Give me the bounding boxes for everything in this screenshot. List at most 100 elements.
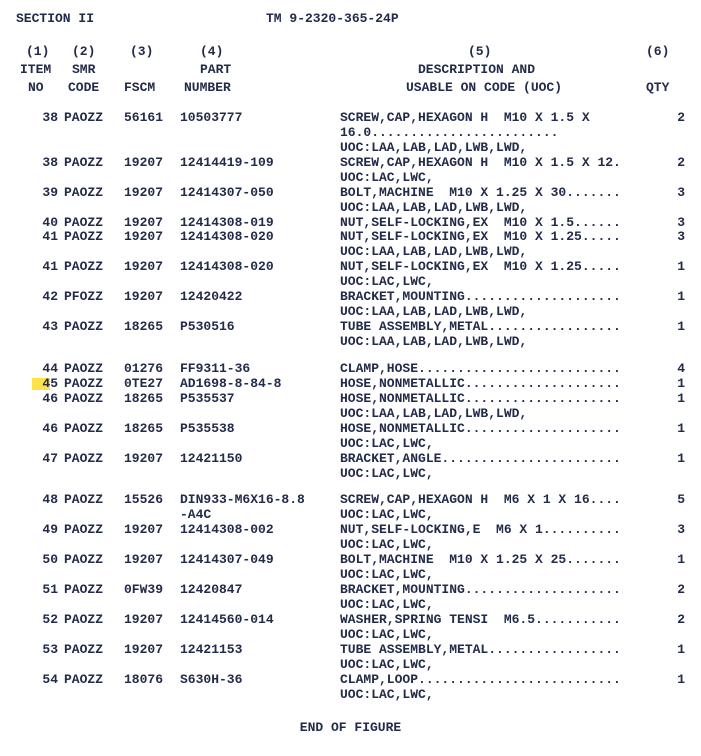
cell-smr: PAOZZ bbox=[64, 422, 124, 437]
col-num-2: (2) bbox=[72, 45, 95, 60]
cell-item: 38 bbox=[16, 111, 64, 126]
end-of-figure: END OF FIGURE bbox=[16, 721, 685, 736]
table-row: 46PAOZZ18265P535538HOSE,NONMETALLIC.....… bbox=[16, 422, 685, 437]
cell-part: 12414307-050 bbox=[180, 186, 340, 201]
table-row: 38PAOZZ5616110503777SCREW,CAP,HEXAGON H … bbox=[16, 111, 685, 126]
cell-desc: 16.0........................ bbox=[340, 126, 657, 141]
col-desc2: USABLE ON CODE (UOC) bbox=[406, 81, 562, 96]
cell-desc: UOC:LAC,LWC, bbox=[340, 437, 657, 452]
cell-part: 12421153 bbox=[180, 643, 340, 658]
tm-number: TM 9-2320-365-24P bbox=[226, 12, 685, 27]
highlight bbox=[32, 378, 50, 390]
cell-item: 40 bbox=[16, 216, 64, 231]
cell-qty: 2 bbox=[657, 613, 685, 628]
column-header: (1) (2) (3) (4) (5) (6) ITEM NO SMR CODE… bbox=[16, 45, 685, 99]
table-row: UOC:LAC,LWC, bbox=[16, 275, 685, 290]
cell-fscm: 19207 bbox=[124, 230, 180, 245]
col-qty: QTY bbox=[646, 81, 669, 96]
cell-desc: TUBE ASSEMBLY,METAL................. bbox=[340, 643, 657, 658]
table-row: 44PAOZZ01276FF9311-36CLAMP,HOSE.........… bbox=[16, 362, 685, 377]
cell-desc: HOSE,NONMETALLIC.................... bbox=[340, 422, 657, 437]
cell-qty: 1 bbox=[657, 290, 685, 305]
cell-part: DIN933-M6X16-8.8 bbox=[180, 493, 340, 508]
table-row: UOC:LAC,LWC, bbox=[16, 437, 685, 452]
table-row: 51PAOZZ0FW3912420847BRACKET,MOUNTING....… bbox=[16, 583, 685, 598]
col-code: CODE bbox=[68, 81, 99, 96]
cell-smr: PAOZZ bbox=[64, 216, 124, 231]
cell-qty: 1 bbox=[657, 392, 685, 407]
col-num-6: (6) bbox=[646, 45, 669, 60]
cell-desc: UOC:LAC,LWC, bbox=[340, 275, 657, 290]
table-row: 53PAOZZ1920712421153TUBE ASSEMBLY,METAL.… bbox=[16, 643, 685, 658]
cell-desc: SCREW,CAP,HEXAGON H M6 X 1 X 16.... bbox=[340, 493, 657, 508]
cell-desc: NUT,SELF-LOCKING,EX M10 X 1.25..... bbox=[340, 230, 657, 245]
cell-item: 39 bbox=[16, 186, 64, 201]
cell-item: 42 bbox=[16, 290, 64, 305]
cell-fscm: 18076 bbox=[124, 673, 180, 688]
cell-item: 47 bbox=[16, 452, 64, 467]
col-desc1: DESCRIPTION AND bbox=[418, 63, 535, 78]
cell-part: P530516 bbox=[180, 320, 340, 335]
col-fscm: FSCM bbox=[124, 81, 155, 96]
cell-fscm: 19207 bbox=[124, 613, 180, 628]
cell-fscm: 19207 bbox=[124, 452, 180, 467]
cell-fscm: 19207 bbox=[124, 260, 180, 275]
cell-qty: 2 bbox=[657, 583, 685, 598]
cell-qty: 1 bbox=[657, 377, 685, 392]
cell-desc: BOLT,MACHINE M10 X 1.25 X 30....... bbox=[340, 186, 657, 201]
cell-fscm: 19207 bbox=[124, 643, 180, 658]
cell-desc: UOC:LAC,LWC, bbox=[340, 508, 657, 523]
table-row: 47PAOZZ1920712421150BRACKET,ANGLE.......… bbox=[16, 452, 685, 467]
cell-part: 12421150 bbox=[180, 452, 340, 467]
cell-desc: TUBE ASSEMBLY,METAL................. bbox=[340, 320, 657, 335]
cell-desc: BRACKET,ANGLE....................... bbox=[340, 452, 657, 467]
cell-part: -A4C bbox=[180, 508, 340, 523]
table-row: UOC:LAC,LWC, bbox=[16, 538, 685, 553]
cell-part: P535537 bbox=[180, 392, 340, 407]
cell-desc: HOSE,NONMETALLIC.................... bbox=[340, 392, 657, 407]
table-row: 41PAOZZ1920712414308-020NUT,SELF-LOCKING… bbox=[16, 230, 685, 245]
cell-desc: UOC:LAC,LWC, bbox=[340, 467, 657, 482]
cell-qty: 3 bbox=[657, 216, 685, 231]
cell-fscm: 19207 bbox=[124, 553, 180, 568]
col-number: NUMBER bbox=[184, 81, 231, 96]
table-row: UOC:LAC,LWC, bbox=[16, 467, 685, 482]
cell-desc: WASHER,SPRING TENSI M6.5........... bbox=[340, 613, 657, 628]
cell-desc: UOC:LAC,LWC, bbox=[340, 628, 657, 643]
cell-qty: 2 bbox=[657, 156, 685, 171]
cell-item: 50 bbox=[16, 553, 64, 568]
cell-desc: UOC:LAC,LWC, bbox=[340, 658, 657, 673]
cell-part: 12414307-049 bbox=[180, 553, 340, 568]
table-row: 49PAOZZ1920712414308-002NUT,SELF-LOCKING… bbox=[16, 523, 685, 538]
table-row: UOC:LAC,LWC, bbox=[16, 598, 685, 613]
table-row: UOC:LAA,LAB,LAD,LWB,LWD, bbox=[16, 245, 685, 260]
table-row: UOC:LAC,LWC, bbox=[16, 658, 685, 673]
cell-desc: UOC:LAA,LAB,LAD,LWB,LWD, bbox=[340, 141, 657, 156]
cell-item: 41 bbox=[16, 230, 64, 245]
cell-desc: UOC:LAC,LWC, bbox=[340, 688, 657, 703]
cell-fscm: 0TE27 bbox=[124, 377, 180, 392]
cell-desc: UOC:LAA,LAB,LAD,LWB,LWD, bbox=[340, 407, 657, 422]
cell-qty: 1 bbox=[657, 452, 685, 467]
cell-part: 12414308-020 bbox=[180, 260, 340, 275]
table-body: 38PAOZZ5616110503777SCREW,CAP,HEXAGON H … bbox=[16, 111, 685, 703]
cell-desc: SCREW,CAP,HEXAGON H M10 X 1.5 X bbox=[340, 111, 657, 126]
cell-smr: PAOZZ bbox=[64, 111, 124, 126]
cell-smr: PAOZZ bbox=[64, 643, 124, 658]
cell-desc: BOLT,MACHINE M10 X 1.25 X 25....... bbox=[340, 553, 657, 568]
cell-desc: CLAMP,HOSE.......................... bbox=[340, 362, 657, 377]
cell-smr: PAOZZ bbox=[64, 583, 124, 598]
table-row: 52PAOZZ1920712414560-014WASHER,SPRING TE… bbox=[16, 613, 685, 628]
cell-fscm: 18265 bbox=[124, 422, 180, 437]
cell-item: 46 bbox=[16, 392, 64, 407]
cell-part: 12414308-020 bbox=[180, 230, 340, 245]
cell-fscm: 19207 bbox=[124, 523, 180, 538]
table-row: 54PAOZZ18076S630H-36CLAMP,LOOP..........… bbox=[16, 673, 685, 688]
col-smr: SMR bbox=[72, 63, 95, 78]
cell-part: 12414419-109 bbox=[180, 156, 340, 171]
cell-item: 51 bbox=[16, 583, 64, 598]
table-row: UOC:LAC,LWC, bbox=[16, 171, 685, 186]
cell-part: 12420422 bbox=[180, 290, 340, 305]
cell-desc: HOSE,NONMETALLIC.................... bbox=[340, 377, 657, 392]
cell-smr: PAOZZ bbox=[64, 320, 124, 335]
